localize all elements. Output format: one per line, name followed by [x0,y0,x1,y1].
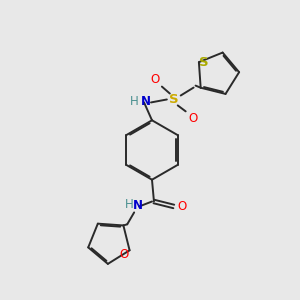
Text: S: S [169,93,178,106]
Text: O: O [188,112,197,125]
Text: O: O [119,248,128,261]
Text: S: S [199,56,209,69]
Text: O: O [177,200,186,213]
Text: N: N [141,95,151,108]
Text: H: H [130,95,139,108]
Text: O: O [150,73,160,86]
Text: N: N [133,199,143,212]
Text: H: H [125,198,134,211]
